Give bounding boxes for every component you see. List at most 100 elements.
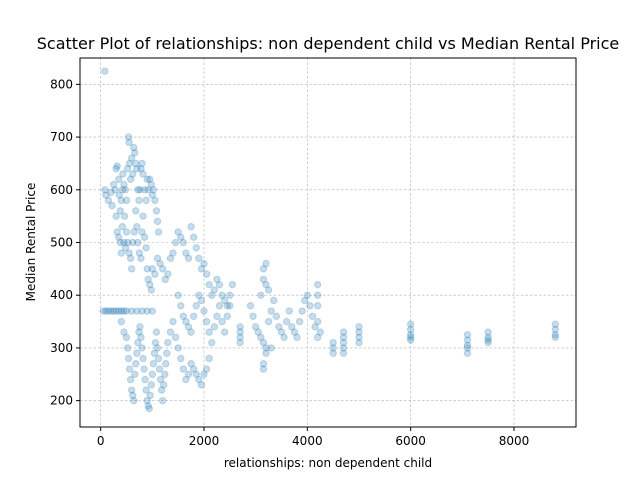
data-point xyxy=(127,265,136,273)
data-point xyxy=(355,333,363,342)
data-point xyxy=(109,307,118,315)
data-point xyxy=(171,333,180,342)
data-point xyxy=(313,333,322,342)
data-point xyxy=(174,344,182,352)
data-point xyxy=(329,338,337,347)
data-point xyxy=(195,254,203,263)
data-point xyxy=(112,165,120,173)
data-point xyxy=(313,291,322,299)
data-point xyxy=(303,291,312,299)
data-point xyxy=(115,307,123,315)
data-point xyxy=(153,344,162,352)
data-point xyxy=(116,207,125,215)
data-point xyxy=(120,307,128,315)
data-point xyxy=(220,296,229,305)
data-point xyxy=(164,338,172,347)
data-point xyxy=(313,280,322,289)
data-point xyxy=(218,317,226,326)
data-point xyxy=(298,307,306,315)
data-point xyxy=(166,328,175,336)
data-point xyxy=(192,302,200,310)
data-point xyxy=(355,338,363,347)
data-point xyxy=(129,170,137,178)
data-point xyxy=(115,191,123,199)
x-tick-label: 0 xyxy=(97,434,105,448)
data-point xyxy=(104,196,113,205)
data-point xyxy=(169,249,177,257)
data-point xyxy=(208,338,216,347)
data-point xyxy=(139,212,147,220)
data-point xyxy=(187,360,195,368)
data-point xyxy=(138,344,146,352)
data-point xyxy=(130,228,138,236)
data-point xyxy=(142,196,150,205)
data-point xyxy=(210,323,219,331)
data-point xyxy=(147,286,156,294)
data-point xyxy=(184,323,193,331)
data-point xyxy=(160,381,168,389)
data-point xyxy=(270,296,278,305)
data-point xyxy=(257,291,265,299)
data-point xyxy=(133,165,141,173)
data-point xyxy=(262,344,270,352)
data-point xyxy=(123,165,132,173)
data-point xyxy=(316,328,324,336)
data-point xyxy=(215,280,224,289)
data-point xyxy=(463,349,472,357)
data-point xyxy=(551,320,560,328)
data-point xyxy=(152,207,161,215)
data-point xyxy=(236,323,244,331)
data-point xyxy=(202,270,211,278)
data-point xyxy=(148,370,157,378)
data-point xyxy=(197,381,206,389)
data-point xyxy=(169,317,177,326)
data-point xyxy=(143,307,151,315)
data-point xyxy=(259,365,268,373)
data-point xyxy=(99,307,107,315)
data-point xyxy=(463,341,472,349)
x-axis-label: relationships: non dependent child xyxy=(224,456,432,470)
data-point xyxy=(153,254,162,263)
data-point xyxy=(121,244,130,252)
data-point xyxy=(135,196,143,205)
data-point xyxy=(120,212,129,220)
data-point xyxy=(205,354,213,363)
data-point xyxy=(147,180,156,189)
data-point xyxy=(184,370,193,378)
data-point xyxy=(101,67,109,75)
data-point xyxy=(135,249,144,257)
data-point xyxy=(137,254,145,263)
data-point xyxy=(161,370,169,378)
data-point xyxy=(262,349,270,357)
data-point xyxy=(133,222,141,231)
data-point xyxy=(158,265,167,273)
data-point xyxy=(101,186,109,194)
data-point xyxy=(125,138,133,147)
data-point xyxy=(133,307,141,315)
data-point xyxy=(290,328,299,336)
data-point xyxy=(137,165,145,173)
data-point xyxy=(202,317,211,326)
data-point xyxy=(406,336,415,344)
data-point xyxy=(195,375,203,384)
data-point xyxy=(137,333,145,342)
data-point xyxy=(144,402,152,410)
data-point xyxy=(171,238,180,247)
data-point xyxy=(213,275,221,284)
data-point xyxy=(113,228,121,236)
data-point xyxy=(254,328,262,336)
data-point xyxy=(205,328,213,336)
y-tick-label: 500 xyxy=(50,236,73,250)
data-point xyxy=(195,291,203,299)
data-point xyxy=(406,320,415,328)
data-point xyxy=(146,391,154,400)
data-point xyxy=(551,331,560,339)
data-point xyxy=(126,375,135,384)
data-point xyxy=(280,333,288,342)
data-point xyxy=(151,338,160,347)
data-point xyxy=(122,228,131,236)
y-tick-label: 300 xyxy=(50,341,73,355)
data-point xyxy=(109,180,118,189)
data-point xyxy=(117,249,126,257)
data-point xyxy=(117,317,126,326)
